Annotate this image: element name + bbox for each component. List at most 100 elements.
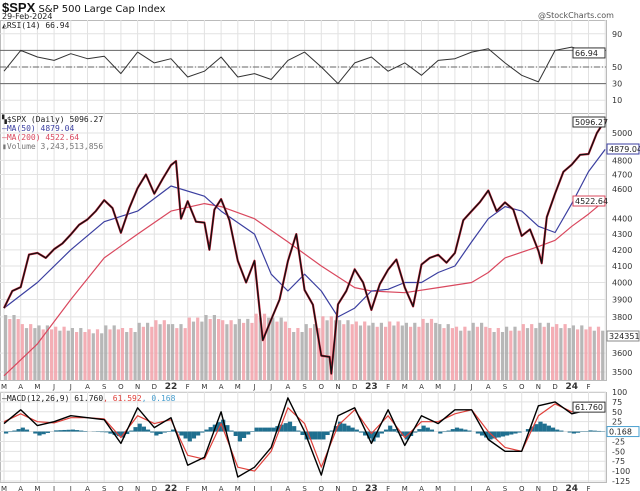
macd-histogram-bar [388, 425, 393, 432]
x-axis-label: A [419, 383, 424, 391]
volume-bar [446, 324, 450, 380]
brand-watermark[interactable]: @StockCharts.com [538, 11, 614, 20]
volume-bar [392, 325, 396, 380]
volume-bar [592, 330, 596, 380]
chart-date: 29-Feb-2024 [2, 12, 53, 21]
volume-bar [133, 332, 137, 380]
macd-histogram-bar [429, 429, 435, 432]
volume-value-box-text: 3243513 [609, 332, 640, 341]
volume-bar [559, 328, 563, 380]
volume-bar [480, 322, 484, 380]
macd-histogram-bar [37, 431, 42, 436]
price-value-box: 5096.27 [572, 116, 608, 128]
volume-bar [271, 317, 275, 380]
x-axis-label: A [18, 383, 23, 391]
x-axis-label: 22 [165, 382, 178, 392]
x-axis-label: A [286, 485, 291, 491]
histogram-value-box-frame [606, 426, 640, 438]
macd-histogram-bar [450, 429, 455, 432]
x-axis-label: J [52, 383, 55, 391]
x-axis-label: F [186, 383, 190, 391]
macd-histogram-bar [237, 431, 242, 442]
macd-histogram-bar [400, 431, 405, 437]
rsi-legend: ◭RSI(14) 66.94 [2, 22, 69, 30]
volume-bar [83, 332, 87, 380]
macd-histogram-bar [488, 431, 493, 440]
volume-bar [100, 333, 104, 380]
volume-legend: ▮Volume 3,243,513,856 [2, 143, 103, 151]
histogram-value-box: 0.168 [606, 426, 640, 438]
macd-histogram-bar [74, 430, 80, 432]
macd-value-box: 61.760 [572, 401, 606, 413]
volume-bar [471, 322, 475, 380]
volume-bar [179, 324, 183, 380]
volume-bar [287, 328, 292, 380]
x-axis-label: N [135, 485, 140, 491]
x-axis-label: D [152, 485, 157, 491]
volume-bar [363, 321, 367, 380]
macd-histogram-bar [200, 431, 205, 433]
volume-bar [346, 320, 350, 380]
volume-bar [283, 321, 287, 380]
x-axis-label: J [269, 383, 272, 391]
volume-bar [267, 317, 271, 380]
volume-bar [563, 324, 567, 380]
volume-bar [208, 319, 212, 380]
x-axis-label: F [386, 485, 390, 491]
ma200-legend-text: MA(200) 4522.64 [6, 133, 80, 142]
volume-bar [404, 322, 408, 380]
x-axis-label: J [252, 485, 255, 491]
volume-bar [467, 330, 471, 380]
volume-bar [146, 322, 150, 380]
macd-histogram-bar [321, 431, 326, 440]
line-icon: — [2, 124, 7, 133]
volume-bar [250, 322, 254, 380]
macd-histogram-bar [158, 431, 163, 435]
macd-histogram-bar [379, 431, 384, 434]
volume-bar [496, 328, 500, 380]
macd-histogram-bar [108, 431, 113, 434]
macd-histogram-bar [258, 427, 263, 432]
volume-bar [442, 328, 446, 380]
volume-bar [75, 332, 79, 380]
x-axis-label: N [335, 485, 340, 491]
volume-bar [95, 329, 100, 380]
x-axis-label: N [536, 383, 541, 391]
volume-bar [596, 326, 601, 380]
volume-bar [538, 322, 542, 380]
volume-bar [262, 313, 267, 380]
macd-tick-label: 100 [612, 388, 627, 397]
volume-bar [154, 320, 158, 380]
macd-histogram-bar [509, 431, 514, 435]
x-axis-label: A [486, 383, 491, 391]
volume-bar [175, 328, 179, 380]
x-axis-label: D [352, 485, 357, 491]
macd-histogram-bar [129, 430, 134, 432]
x-axis-label: O [319, 485, 325, 491]
volume-bar [509, 330, 513, 380]
volume-bar [125, 332, 129, 380]
volume-bar [233, 324, 237, 380]
price-tick-label: 3900 [612, 295, 632, 304]
macd-histogram-bar [141, 426, 146, 432]
macd-histogram-bar [66, 429, 71, 432]
macd-histogram-bar [308, 431, 313, 440]
x-axis-label: A [219, 485, 224, 491]
macd-histogram-bar [475, 431, 480, 434]
x-axis-label: J [252, 383, 255, 391]
x-axis-label: N [536, 485, 541, 491]
macd-histogram-bar [525, 429, 531, 432]
macd-line [3, 397, 606, 478]
macd-histogram-bar [592, 430, 597, 432]
x-axis-label: D [552, 383, 557, 391]
volume-bar [129, 328, 133, 380]
macd-histogram-bar [559, 430, 564, 432]
macd-histogram-bar [24, 429, 30, 432]
volume-bar [279, 317, 283, 380]
symbol: $SPX [2, 0, 36, 15]
volume-bar [534, 328, 538, 380]
chart-header: $SPX S&P 500 Large Cap Index [2, 0, 166, 15]
macd-legend: —MACD(12,26,9) 61.760, 61.592, 0.168 [2, 395, 175, 403]
macd-histogram-bar [500, 431, 506, 437]
